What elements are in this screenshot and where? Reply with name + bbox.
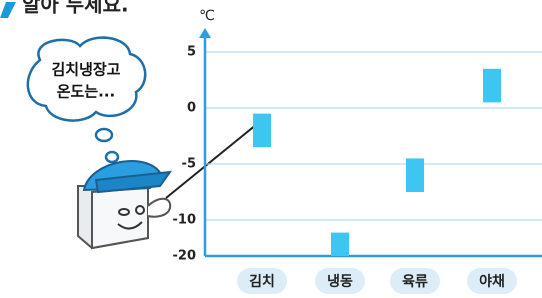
heading-marker — [0, 2, 16, 18]
y-axis-label: ℃ — [199, 8, 215, 24]
y-tick-label: -10 — [173, 213, 197, 228]
chart: 알아 두세요. 김치냉장고 온도는... ℃ 5 0 -5 -10 -20 김치 냉동 육류 야… — [0, 0, 542, 298]
y-tick-label: -5 — [182, 157, 196, 172]
pointer-line — [166, 120, 262, 198]
range-bar — [253, 114, 271, 148]
range-bar — [406, 158, 424, 192]
x-tick-label: 야채 — [479, 273, 505, 290]
thought-bubble — [28, 38, 145, 121]
y-tick-label: 0 — [187, 101, 196, 116]
heading: 알아 두세요. — [22, 0, 129, 17]
y-axis-arrow — [199, 28, 211, 38]
x-tick-label: 육류 — [402, 274, 428, 290]
y-tick-label: 5 — [187, 45, 196, 60]
x-tick-label: 김치 — [249, 273, 275, 290]
bubble-text: 김치냉장고 — [51, 61, 120, 79]
bubble-text: 온도는... — [57, 83, 116, 101]
y-tick-label: -20 — [173, 249, 197, 264]
range-bar — [331, 233, 349, 256]
character — [78, 161, 170, 248]
range-bar — [483, 69, 501, 103]
x-tick-label: 냉동 — [327, 274, 353, 290]
bubble-dot — [96, 129, 112, 141]
bubble-dot — [106, 152, 118, 162]
page: 알아 두세요. 김치냉장고 온도는... ℃ 5 0 -5 -10 -20 김치 냉동 육류 야… — [0, 0, 542, 298]
